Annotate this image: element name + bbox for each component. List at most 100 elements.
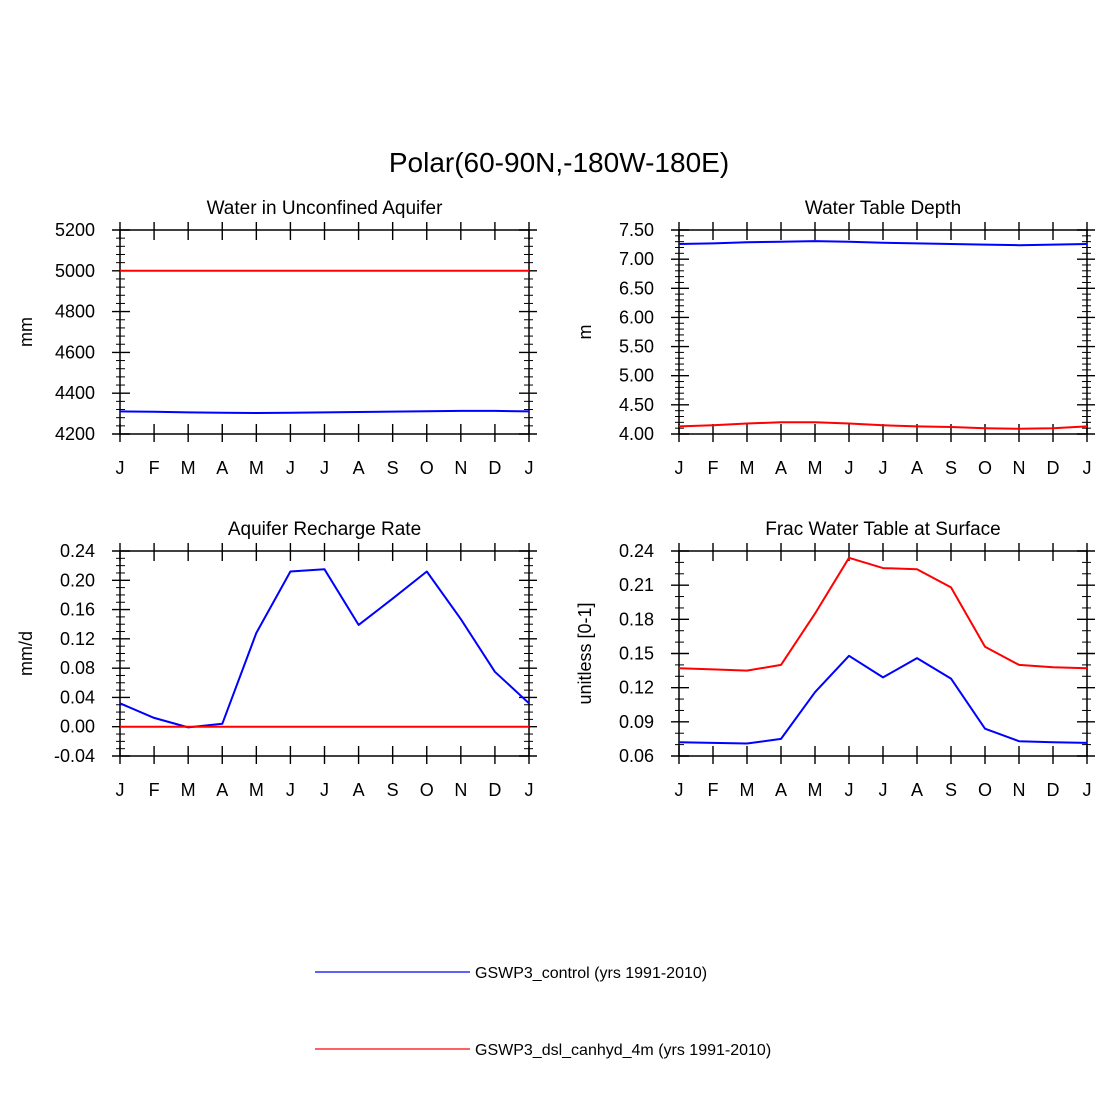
x-tick-label: S — [387, 780, 399, 800]
x-tick-label: M — [740, 458, 755, 478]
x-tick-label: D — [1047, 780, 1060, 800]
x-tick-label: J — [1083, 780, 1092, 800]
x-tick-label: A — [216, 780, 228, 800]
y-tick-label: 0.24 — [60, 541, 95, 561]
y-tick-label: 5.00 — [619, 366, 654, 386]
x-tick-label: F — [149, 780, 160, 800]
legend-entry-dsl: GSWP3_dsl_canhyd_4m (yrs 1991-2010) — [315, 1042, 771, 1059]
x-tick-label: F — [708, 458, 719, 478]
y-tick-label: 4.00 — [619, 424, 654, 444]
x-tick-label: F — [708, 780, 719, 800]
x-tick-label: J — [675, 780, 684, 800]
x-tick-label: J — [879, 780, 888, 800]
x-tick-label: M — [181, 780, 196, 800]
legend: GSWP3_control (yrs 1991-2010) GSWP3_dsl_… — [315, 965, 771, 1059]
y-tick-label: 7.00 — [619, 249, 654, 269]
y-tick-label: 4400 — [55, 383, 95, 403]
x-tick-label: J — [116, 780, 125, 800]
y-axis-label: mm/d — [16, 631, 36, 676]
x-tick-label: M — [249, 458, 264, 478]
x-tick-label: A — [911, 458, 923, 478]
y-tick-label: 5200 — [55, 220, 95, 240]
y-axis-label: m — [575, 325, 595, 340]
x-tick-label: M — [740, 780, 755, 800]
x-tick-label: J — [845, 780, 854, 800]
y-tick-label: 0.15 — [619, 644, 654, 664]
figure-title: Polar(60-90N,-180W-180E) — [389, 147, 729, 178]
y-tick-label: 0.09 — [619, 712, 654, 732]
x-tick-label: J — [525, 780, 534, 800]
y-tick-label: 0.00 — [60, 717, 95, 737]
y-tick-label: 6.00 — [619, 307, 654, 327]
panel-title: Aquifer Recharge Rate — [228, 519, 421, 540]
y-tick-label: 4800 — [55, 302, 95, 322]
x-tick-label: M — [808, 780, 823, 800]
x-tick-label: S — [387, 458, 399, 478]
x-tick-label: N — [454, 780, 467, 800]
x-tick-label: S — [945, 780, 957, 800]
y-tick-label: 4200 — [55, 424, 95, 444]
x-tick-label: J — [845, 458, 854, 478]
y-tick-label: -0.04 — [54, 746, 95, 766]
x-tick-label: N — [454, 458, 467, 478]
x-tick-label: D — [1047, 458, 1060, 478]
x-tick-label: O — [978, 780, 992, 800]
x-tick-label: O — [420, 458, 434, 478]
x-tick-label: A — [353, 780, 365, 800]
series-line-dsl — [678, 556, 1088, 672]
x-tick-label: N — [1013, 780, 1026, 800]
series-line-control — [119, 568, 530, 729]
x-tick-label: J — [675, 458, 684, 478]
x-tick-label: J — [1083, 458, 1092, 478]
plot-frame — [119, 229, 530, 435]
y-tick-label: 0.06 — [619, 746, 654, 766]
y-tick-label: 0.20 — [60, 570, 95, 590]
plot-frame — [678, 550, 1088, 757]
y-tick-label: 0.21 — [619, 575, 654, 595]
series-line-dsl — [678, 421, 1088, 430]
y-tick-label: 0.08 — [60, 658, 95, 678]
x-tick-label: A — [911, 780, 923, 800]
x-tick-label: O — [978, 458, 992, 478]
x-tick-label: F — [149, 458, 160, 478]
panel-title: Frac Water Table at Surface — [765, 519, 1001, 540]
y-tick-label: 5.50 — [619, 337, 654, 357]
y-tick-label: 0.12 — [60, 629, 95, 649]
x-tick-label: N — [1013, 458, 1026, 478]
x-tick-label: M — [808, 458, 823, 478]
x-tick-label: J — [286, 780, 295, 800]
x-tick-label: A — [775, 780, 787, 800]
x-tick-label: M — [249, 780, 264, 800]
x-tick-label: A — [353, 458, 365, 478]
y-axis-label: unitless [0-1] — [575, 602, 595, 704]
x-tick-label: A — [775, 458, 787, 478]
series-line-control — [678, 240, 1088, 247]
y-tick-label: 6.50 — [619, 278, 654, 298]
y-tick-label: 0.18 — [619, 609, 654, 629]
x-tick-label: J — [879, 458, 888, 478]
x-tick-label: O — [420, 780, 434, 800]
x-tick-label: J — [320, 780, 329, 800]
x-tick-label: J — [525, 458, 534, 478]
panel-title: Water in Unconfined Aquifer — [207, 198, 444, 219]
y-tick-label: 0.24 — [619, 541, 654, 561]
series-line-control — [678, 654, 1088, 745]
x-tick-label: J — [286, 458, 295, 478]
y-tick-label: 0.04 — [60, 687, 95, 707]
x-tick-label: S — [945, 458, 957, 478]
y-tick-label: 7.50 — [619, 220, 654, 240]
y-tick-label: 4600 — [55, 342, 95, 362]
y-tick-label: 0.16 — [60, 600, 95, 620]
legend-entry-control: GSWP3_control (yrs 1991-2010) — [315, 965, 707, 982]
x-tick-label: J — [116, 458, 125, 478]
panel-title: Water Table Depth — [805, 198, 961, 219]
y-tick-label: 4.50 — [619, 395, 654, 415]
x-tick-label: D — [488, 780, 501, 800]
plot-frame — [678, 229, 1088, 435]
series-line-control — [119, 409, 530, 414]
